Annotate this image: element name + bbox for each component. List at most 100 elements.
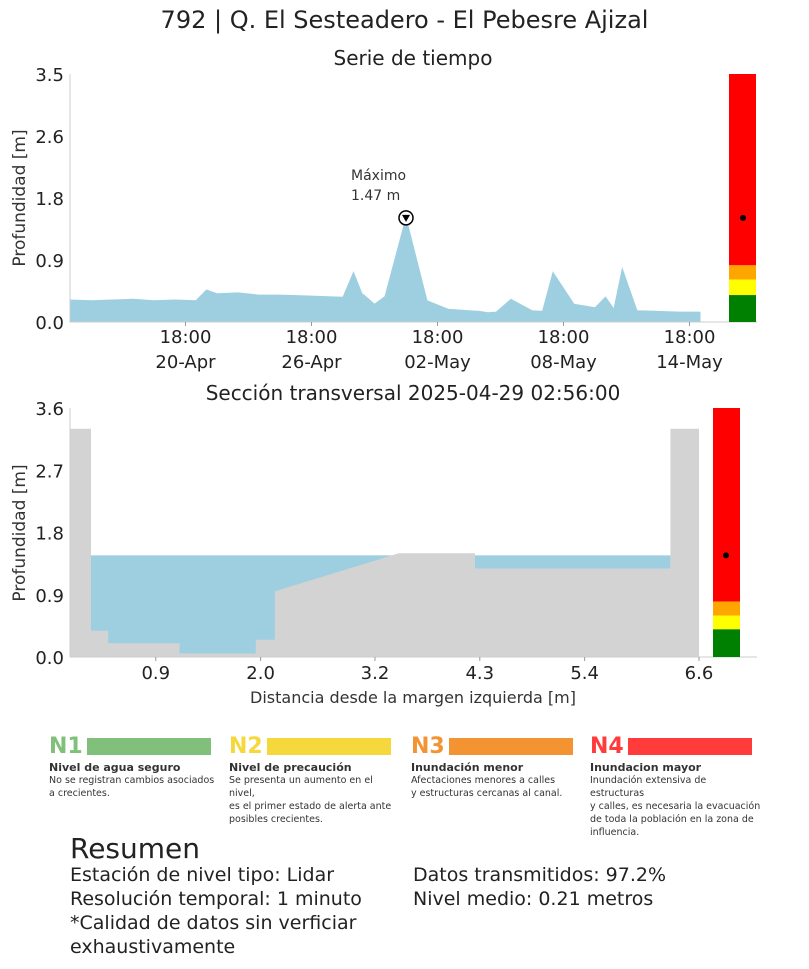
max-value: 1.47 m [351,188,400,204]
legend-level-description: Se presenta un aumento en el nivel, es el… [229,774,401,826]
legend-level-name: Inundacion mayor [590,761,702,774]
level-n1-segment [729,295,756,322]
depth-series-area [69,215,701,323]
x-tick-label: 0.9 [141,663,170,684]
y-tick-label: 1.8 [35,189,64,210]
y-tick-label: 1.8 [35,524,64,545]
cross-section-plot-area [69,408,757,658]
summary-left-line: Resolución temporal: 1 minuto [70,888,362,910]
legend-description-line: Inundación extensiva de estructuras [590,775,707,799]
x-tick-label-time: 18:00 [538,327,590,348]
max-annotation: Máximo 1.47 m [351,168,406,204]
max-label: Máximo [351,168,406,184]
x-tick-label: 6.6 [685,663,714,684]
y-tick-label: 3.5 [35,65,64,86]
summary-left-line: exhaustivamente [70,936,236,958]
summary-left-line: Estación de nivel tipo: Lidar [70,864,335,886]
legend-item-n1: N1 Nivel de agua seguro No se registran ca… [49,734,221,800]
legend-description-line: No se registran cambios asociados [49,775,215,786]
ground-profile [70,428,699,657]
x-tick-label-date: 20-Apr [155,352,216,373]
legend-code: N3 [411,734,445,759]
legend-code: N4 [590,734,624,759]
x-tick-label: 2.0 [246,663,275,684]
current-level-dot [740,214,746,221]
legend-level-description: Inundación extensiva de estructuras y cal… [590,774,762,839]
time-series-y-label: Profundidad [m] [10,129,30,266]
legend-color-bar [266,738,391,755]
legend-description-line: de toda la población en la zona de [590,814,754,825]
legend-level-description: No se registran cambios asociados a creci… [49,774,221,800]
summary-right-line: Datos transmitidos: 97.2% [413,864,667,886]
legend-item-n4: N4 Inundacion mayor Inundación extensiva d… [590,734,762,839]
x-tick-label-time: 18:00 [412,327,464,348]
legend-description-line: es el primer estado de alerta ante [229,801,392,812]
max-marker-triangle [402,214,410,222]
x-tick-label: 4.3 [465,663,494,684]
summary-left-line: *Calidad de datos sin verficiar [70,912,357,934]
current-level-dot [723,552,729,559]
legend-header: N1 [49,734,221,759]
legend-description-line: y estructuras cercanas al canal. [411,788,563,799]
legend-code: N2 [229,734,263,759]
cross-section-y-label: Profundidad [m] [10,464,30,601]
legend-color-bar [86,738,211,755]
time-series-x-ticks: 18:00 20-Apr 18:00 26-Apr 18:00 02-May 18:00 08… [155,322,723,373]
time-series-chart: Serie de tiempo Profundidad [m] 0.0 0.9 1.… [10,46,757,373]
x-tick-label-date: 02-May [404,352,471,373]
summary-right-line: Nivel medio: 0.21 metros [413,888,654,910]
legend-code: N1 [49,734,83,759]
x-tick-label-date: 26-Apr [281,352,342,373]
y-tick-label: 0.0 [35,648,64,669]
level-n4-segment [713,408,740,602]
legend-level-description: Afectaciones menores a calles y estructur… [411,774,583,800]
y-tick-label: 0.9 [35,251,64,272]
time-series-title: Serie de tiempo [334,46,493,70]
time-series-level-bar [729,74,756,322]
x-tick-label-date: 14-May [656,352,723,373]
legend-level-name: Nivel de agua seguro [49,761,181,774]
x-tick-label-time: 18:00 [664,327,716,348]
legend-description-line: influencia. [590,827,640,838]
y-tick-label: 0.0 [35,313,64,334]
legend-color-bar [448,738,573,755]
cross-section-chart: Sección transversal 2025-04-29 02:56:00 … [10,381,757,707]
cross-section-x-ticks: 0.9 2.0 3.2 4.3 5.4 6.6 [141,657,713,684]
legend-item-n2: N2 Nivel de precaución Se presenta un aume… [229,734,401,826]
level-n2-segment [729,279,756,296]
time-series-plot-area [69,74,757,323]
legend-header: N3 [411,734,583,759]
y-tick-label: 2.7 [35,461,64,482]
x-tick-label: 3.2 [361,663,390,684]
legend-description-line: Se presenta un aumento en el nivel, [229,775,373,799]
legend-item-n3: N3 Inundación menor Afectaciones menores a… [411,734,583,800]
x-tick-label: 5.4 [570,663,599,684]
cross-section-x-label: Distancia desde la margen izquierda [m] [250,688,576,707]
x-tick-label-time: 18:00 [160,327,212,348]
time-series-y-ticks: 0.0 0.9 1.8 2.6 3.5 [35,65,64,334]
legend-description-line: y calles, es necesaria la evacuación [590,801,761,812]
page-title: 792 | Q. El Sesteadero - El Pebesre Ajiz… [160,6,649,34]
legend-description-line: Afectaciones menores a calles [411,775,556,786]
cross-section-level-bar [713,408,740,657]
y-tick-label: 2.6 [35,127,64,148]
x-tick-label-time: 18:00 [286,327,338,348]
legend-description-line: a crecientes. [49,788,110,799]
level-n3-segment [713,601,740,616]
level-n2-segment [713,615,740,630]
legend-header: N4 [590,734,762,759]
cross-section-title: Sección transversal 2025-04-29 02:56:00 [206,381,621,405]
level-n1-segment [713,629,740,657]
legend-level-name: Nivel de precaución [229,761,352,774]
legend-level-name: Inundación menor [411,761,524,774]
summary-title: Resumen [70,832,201,865]
y-tick-label: 0.9 [35,586,64,607]
legend-description-line: posibles crecientes. [229,814,323,825]
cross-section-y-ticks: 0.0 0.9 1.8 2.7 3.6 [35,399,64,669]
y-tick-label: 3.6 [35,399,64,420]
level-n3-segment [729,265,756,280]
level-n4-segment [729,74,756,266]
legend-header: N2 [229,734,401,759]
legend-color-bar [627,738,752,755]
x-tick-label-date: 08-May [530,352,597,373]
